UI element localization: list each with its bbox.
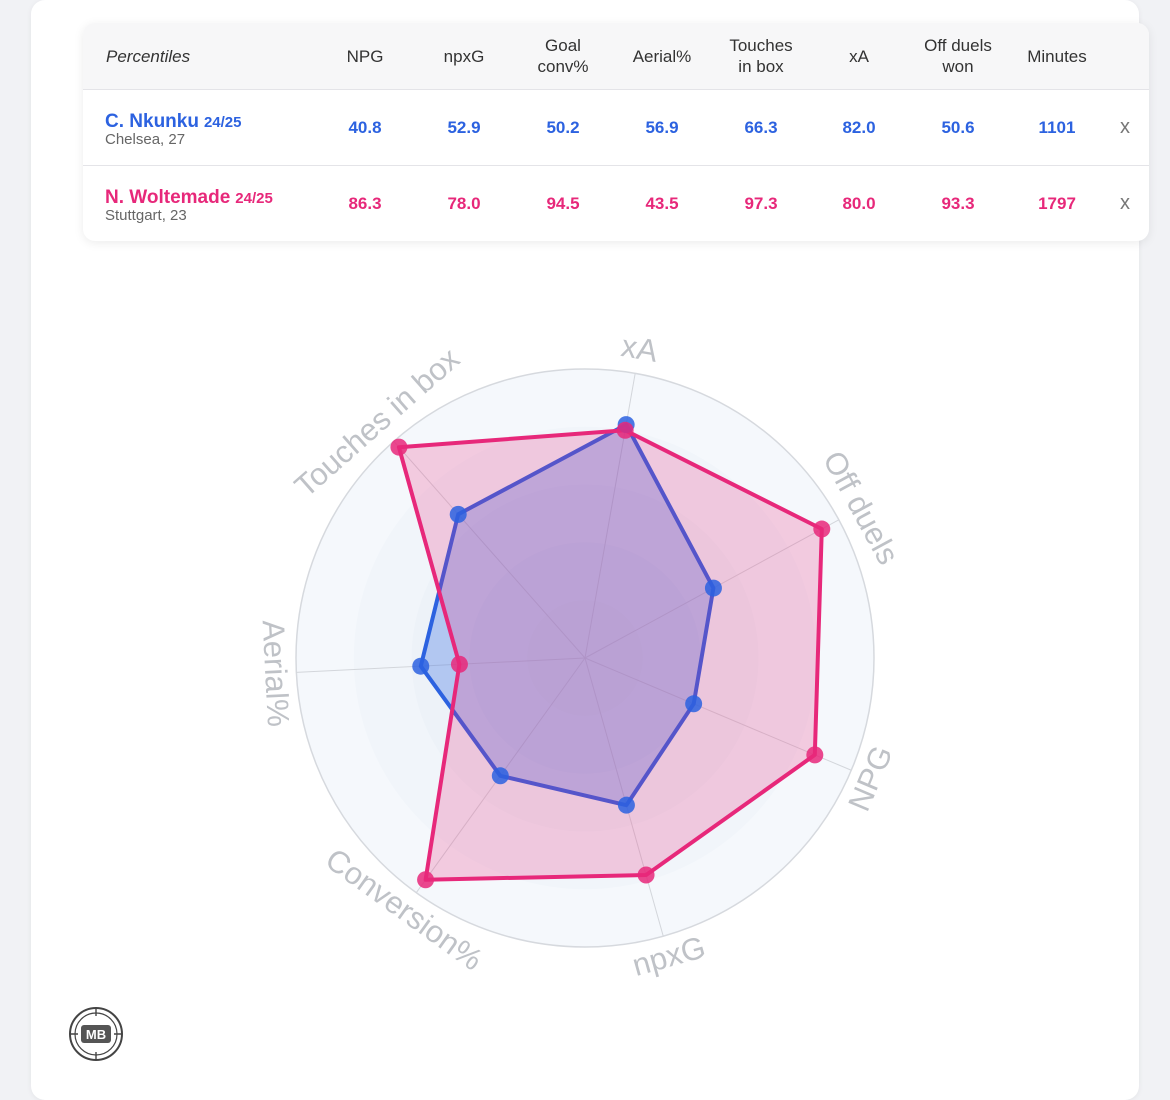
radar-axis-label: Aerial% [256, 619, 296, 727]
player-name-text: N. Woltemade [105, 187, 231, 208]
radar-axis-label: xA [619, 328, 661, 369]
cell-xa: 80.0 [842, 194, 876, 213]
logo-text: MB [86, 1027, 106, 1042]
table-row-player-2: N. Woltemade 24/25 Stuttgart, 23 86.3 78.… [83, 166, 1149, 241]
radar-series-area [396, 428, 824, 882]
radar-point [390, 438, 408, 456]
cell-touches-in-box: 97.3 [744, 194, 778, 213]
remove-player-button[interactable]: x [1120, 192, 1130, 214]
header-minutes: Minutes [1027, 46, 1087, 66]
player-season: 24/25 [203, 114, 242, 131]
cell-npxg: 78.0 [447, 194, 481, 213]
cell-off-duels-won: 93.3 [941, 194, 975, 213]
header-npg: NPG [346, 46, 384, 66]
cell-npg: 86.3 [348, 194, 382, 213]
cell-goal-conv: 94.5 [546, 194, 580, 213]
header-off-duels-won: Off duels won [924, 36, 992, 76]
header-goal-conv: Goal conv% [537, 36, 589, 76]
header-npxg: npxG [443, 46, 485, 66]
cell-goal-conv: 50.2 [546, 118, 580, 137]
radar-point [806, 746, 824, 764]
player-name-text: C. Nkunku [105, 111, 199, 132]
player-team: Stuttgart, 23 [105, 207, 187, 224]
radar-series-area [418, 422, 716, 808]
header-xa: xA [849, 46, 869, 66]
header-touches-in-box: Touches in box [729, 36, 793, 76]
radar-point [617, 796, 635, 814]
radar-point [616, 421, 634, 439]
remove-player-button[interactable]: x [1120, 116, 1130, 138]
cell-minutes: 1101 [1038, 118, 1076, 137]
table-header: Percentiles NPG npxG Goal conv% Aerial% … [83, 23, 1149, 90]
mb-logo: MB [69, 1007, 123, 1061]
player-name[interactable]: C. Nkunku 24/25 [105, 111, 242, 133]
radar-point [412, 657, 430, 675]
cell-aerial: 43.5 [645, 194, 679, 213]
cell-xa: 82.0 [842, 118, 876, 137]
cell-npxg: 52.9 [447, 118, 481, 137]
cell-aerial: 56.9 [645, 118, 679, 137]
player-name[interactable]: N. Woltemade 24/25 [105, 187, 273, 209]
radar-spoke [584, 657, 852, 771]
table-row-player-1: C. Nkunku 24/25 Chelsea, 27 40.8 52.9 50.… [83, 90, 1149, 166]
header-percentiles: Percentiles [106, 46, 191, 66]
radar-point [813, 520, 831, 538]
player-team: Chelsea, 27 [105, 131, 186, 148]
radar-point [704, 579, 722, 597]
cell-npg: 40.8 [348, 118, 382, 137]
cell-off-duels-won: 50.6 [941, 118, 975, 137]
cell-touches-in-box: 66.3 [744, 118, 778, 137]
player-season: 24/25 [235, 190, 273, 207]
radar-point [450, 655, 468, 673]
radar-point [449, 505, 467, 523]
radar-spoke [296, 657, 586, 673]
radar-point [685, 695, 703, 713]
radar-point [417, 871, 435, 889]
header-aerial: Aerial% [632, 46, 692, 66]
percentiles-table: Percentiles NPG npxG Goal conv% Aerial% … [83, 23, 1149, 241]
radar-spoke [393, 440, 586, 659]
radar-point [491, 767, 509, 785]
radar-point [637, 866, 655, 884]
cell-minutes: 1797 [1038, 194, 1076, 213]
